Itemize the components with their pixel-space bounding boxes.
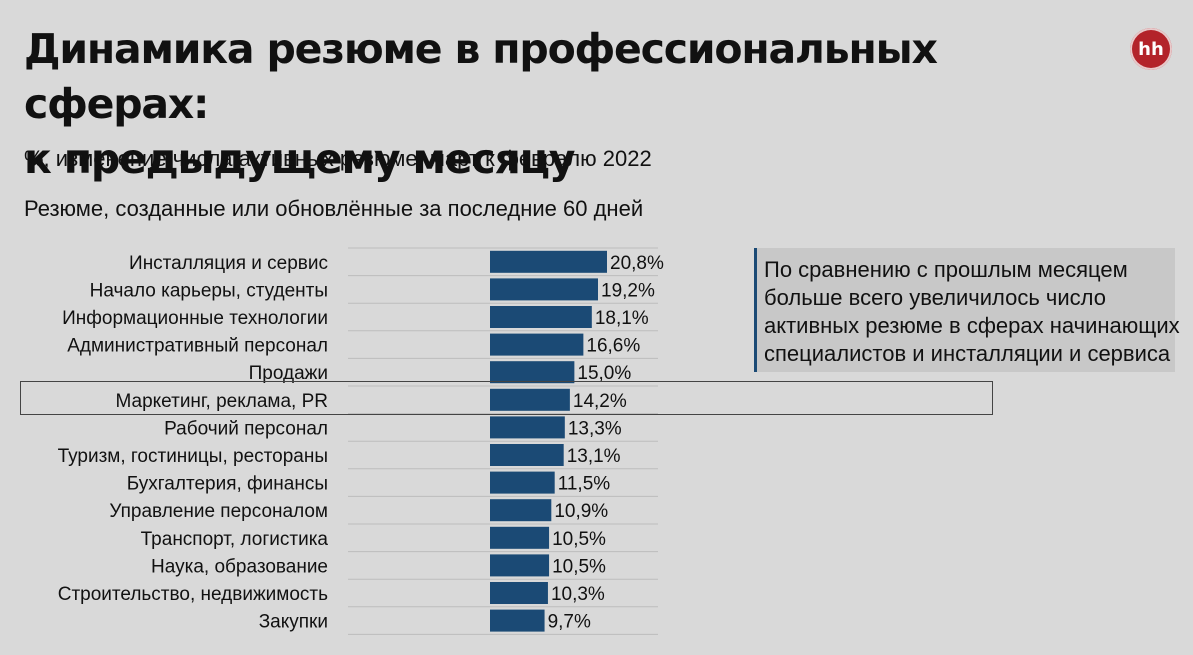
value-label: 13,3% xyxy=(568,418,622,439)
bar xyxy=(490,499,552,522)
bar xyxy=(490,526,550,549)
chart-subtitle: %, изменение числа активных резюме, март… xyxy=(24,146,652,171)
category-label: Строительство, недвижимость xyxy=(58,584,328,605)
category-label: Инсталляция и сервис xyxy=(129,253,328,274)
bar xyxy=(490,333,584,356)
bar xyxy=(490,361,575,384)
bar xyxy=(490,471,555,494)
callout-box xyxy=(754,248,1175,372)
title-line-2: к предыдущему месяцу xyxy=(24,135,576,183)
value-label: 14,2% xyxy=(573,391,627,412)
category-label: Наука, образование xyxy=(151,556,328,577)
title-line-1: Динамика резюме в профессиональных сфера… xyxy=(24,25,938,128)
category-label: Административный персонал xyxy=(67,336,328,357)
bar xyxy=(490,388,570,411)
value-label: 20,8% xyxy=(610,253,664,274)
category-label: Маркетинг, реклама, PR xyxy=(115,391,328,412)
category-label: Управление персоналом xyxy=(109,501,328,522)
bar xyxy=(490,609,545,632)
bar xyxy=(490,278,598,301)
value-label: 9,7% xyxy=(548,612,591,633)
category-label: Информационные технологии xyxy=(62,308,328,329)
category-label: Рабочий персонал xyxy=(164,418,328,439)
page-title: Динамика резюме в профессиональных сфера… xyxy=(24,22,1134,187)
bar xyxy=(490,444,564,466)
category-label: Транспорт, логистика xyxy=(141,529,329,550)
value-label: 16,6% xyxy=(586,336,640,357)
callout-text: По сравнению с прошлым месяцем больше вс… xyxy=(764,257,1180,366)
category-label: Продажи xyxy=(249,363,328,384)
bar xyxy=(490,582,548,604)
value-label: 10,5% xyxy=(552,556,606,577)
bar xyxy=(490,416,565,439)
value-label: 11,5% xyxy=(558,474,611,495)
bar xyxy=(490,250,607,273)
category-label: Закупки xyxy=(259,612,328,633)
chart-subtitle-2: Резюме, созданные или обновлённые за пос… xyxy=(24,196,644,221)
value-label: 13,1% xyxy=(567,446,621,467)
category-label: Начало карьеры, студенты xyxy=(90,280,328,301)
value-label: 10,5% xyxy=(552,529,606,550)
category-label: Бухгалтерия, финансы xyxy=(127,474,328,495)
bar xyxy=(490,306,592,328)
value-label: 15,0% xyxy=(577,363,631,384)
value-label: 18,1% xyxy=(595,308,649,329)
highlight-row-box xyxy=(20,381,993,415)
category-label: Туризм, гостиницы, рестораны xyxy=(58,446,328,467)
hh-logo: hh xyxy=(1130,28,1172,70)
bar xyxy=(490,554,550,577)
value-label: 19,2% xyxy=(601,280,655,301)
value-label: 10,3% xyxy=(551,584,605,605)
value-label: 10,9% xyxy=(554,501,608,522)
